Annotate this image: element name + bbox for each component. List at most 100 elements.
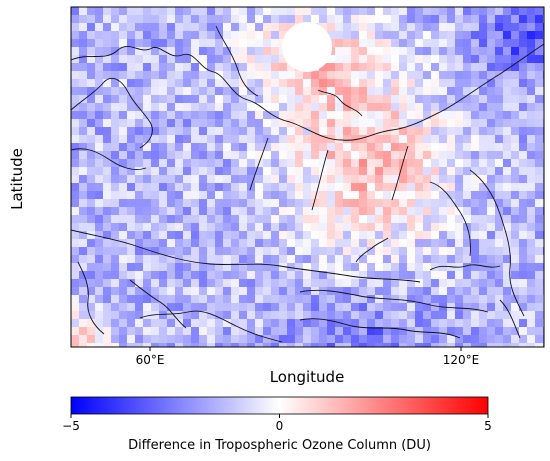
field-cell xyxy=(487,327,495,335)
field-cell xyxy=(127,231,135,239)
field-cell xyxy=(191,239,199,247)
field-cell xyxy=(135,135,143,143)
field-cell xyxy=(311,71,319,79)
field-cell xyxy=(87,191,95,199)
field-cell xyxy=(295,343,303,347)
field-cell xyxy=(111,255,119,263)
field-cell xyxy=(479,167,487,175)
field-cell xyxy=(431,215,439,223)
field-cell xyxy=(191,87,199,95)
field-cell xyxy=(455,87,463,95)
field-cell xyxy=(263,295,271,303)
field-cell xyxy=(511,55,519,63)
field-cell xyxy=(535,295,543,303)
field-cell xyxy=(119,247,127,255)
field-cell xyxy=(199,55,207,63)
field-cell xyxy=(303,127,311,135)
field-cell xyxy=(511,239,519,247)
amur-region xyxy=(429,264,501,271)
field-cell xyxy=(135,79,143,87)
ob-river xyxy=(249,137,269,191)
field-cell xyxy=(527,23,535,31)
field-cell xyxy=(263,79,271,87)
field-cell xyxy=(135,311,143,319)
field-cell xyxy=(255,31,263,39)
field-cell xyxy=(159,55,167,63)
field-cell xyxy=(391,303,399,311)
field-cell xyxy=(223,87,231,95)
field-cell xyxy=(279,335,287,343)
field-cell xyxy=(199,159,207,167)
field-cell xyxy=(327,311,335,319)
field-cell xyxy=(359,199,367,207)
field-cell xyxy=(511,295,519,303)
field-cell xyxy=(175,39,183,47)
field-cell xyxy=(511,335,519,343)
field-cell xyxy=(407,127,415,135)
field-cell xyxy=(447,239,455,247)
field-cell xyxy=(183,279,191,287)
field-cell xyxy=(255,303,263,311)
field-cell xyxy=(375,191,383,199)
field-cell xyxy=(79,135,87,143)
field-cell xyxy=(127,95,135,103)
field-cell xyxy=(167,143,175,151)
field-cell xyxy=(223,287,231,295)
field-cell xyxy=(399,47,407,55)
field-cell xyxy=(479,23,487,31)
field-cell xyxy=(175,159,183,167)
field-cell xyxy=(223,327,231,335)
field-cell xyxy=(527,335,535,343)
field-cell xyxy=(415,279,423,287)
field-cell xyxy=(103,79,111,87)
field-cell xyxy=(207,239,215,247)
field-cell xyxy=(511,143,519,151)
field-cell xyxy=(127,151,135,159)
field-cell xyxy=(471,23,479,31)
field-cell xyxy=(511,95,519,103)
field-cell xyxy=(207,7,215,15)
field-cell xyxy=(159,63,167,71)
field-cell xyxy=(343,343,351,347)
field-cell xyxy=(191,47,199,55)
field-cell xyxy=(503,263,511,271)
field-cell xyxy=(383,119,391,127)
field-cell xyxy=(279,151,287,159)
field-cell xyxy=(495,199,503,207)
field-cell xyxy=(527,7,535,15)
field-cell xyxy=(407,143,415,151)
field-cell xyxy=(167,223,175,231)
field-cell xyxy=(271,247,279,255)
field-cell xyxy=(151,63,159,71)
field-cell xyxy=(279,95,287,103)
field-cell xyxy=(207,343,215,347)
field-cell xyxy=(383,263,391,271)
field-cell xyxy=(503,143,511,151)
field-cell xyxy=(191,63,199,71)
field-cell xyxy=(295,95,303,103)
field-cell xyxy=(271,103,279,111)
field-cell xyxy=(487,31,495,39)
field-cell xyxy=(511,207,519,215)
field-cell xyxy=(79,87,87,95)
field-cell xyxy=(215,119,223,127)
field-cell xyxy=(535,271,543,279)
field-cell xyxy=(455,303,463,311)
field-cell xyxy=(375,295,383,303)
field-cell xyxy=(87,39,95,47)
field-cell xyxy=(255,215,263,223)
field-cell xyxy=(415,215,423,223)
field-cell xyxy=(215,135,223,143)
field-cell xyxy=(271,303,279,311)
field-cell xyxy=(223,135,231,143)
field-cell xyxy=(183,71,191,79)
field-cell xyxy=(175,207,183,215)
field-cell xyxy=(535,95,543,103)
field-cell xyxy=(359,271,367,279)
field-cell xyxy=(143,143,151,151)
field-cell xyxy=(375,327,383,335)
field-cell xyxy=(351,119,359,127)
field-cell xyxy=(175,263,183,271)
field-cell xyxy=(191,151,199,159)
field-cell xyxy=(111,135,119,143)
